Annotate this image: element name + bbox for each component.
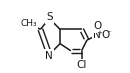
Text: +: +: [96, 30, 102, 36]
Text: Cl: Cl: [76, 60, 87, 70]
Text: N: N: [45, 51, 53, 61]
Text: O: O: [93, 21, 101, 31]
Text: N: N: [93, 30, 101, 40]
Text: S: S: [46, 12, 53, 22]
Text: CH₃: CH₃: [20, 19, 37, 28]
Text: ⁻: ⁻: [106, 29, 111, 38]
Text: O: O: [102, 30, 110, 40]
